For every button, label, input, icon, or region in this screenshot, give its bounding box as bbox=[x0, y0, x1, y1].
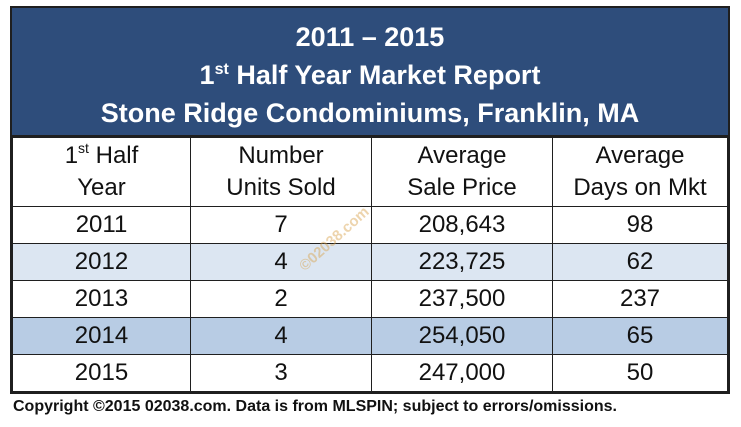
cell-days: 237 bbox=[552, 280, 728, 318]
header-sale-price: Average Sale Price bbox=[371, 137, 553, 207]
cell-price: 208,643 bbox=[371, 206, 553, 244]
cell-units: 4 bbox=[190, 317, 372, 355]
table-row: 2014 4 254,050 65 bbox=[12, 317, 728, 355]
header-title: 1st Half Year Market Report bbox=[12, 56, 728, 94]
cell-units: 3 bbox=[190, 354, 372, 392]
cell-days: 98 bbox=[552, 206, 728, 244]
header-years: 2011 – 2015 bbox=[295, 22, 445, 52]
half-year-sup: st bbox=[78, 140, 89, 156]
days-line1: Average bbox=[595, 142, 685, 169]
header-title-sup: st bbox=[214, 61, 229, 78]
table-row: 2015 3 247,000 50 bbox=[12, 354, 728, 392]
cell-days: 50 bbox=[552, 354, 728, 392]
table-row: 2011 7 208,643 98 bbox=[12, 206, 728, 244]
cell-price: 254,050 bbox=[371, 317, 553, 355]
market-table: 1st Half Year Number Units Sold Average Sal… bbox=[12, 137, 728, 392]
header-title-num: 1 bbox=[199, 60, 215, 90]
cell-year: 2015 bbox=[12, 354, 191, 392]
cell-days: 65 bbox=[552, 317, 728, 355]
cell-units: 4 bbox=[190, 243, 372, 281]
cell-units: 2 bbox=[190, 280, 372, 318]
header-location: Stone Ridge Condominiums, Franklin, MA bbox=[100, 98, 640, 128]
cell-price: 247,000 bbox=[371, 354, 553, 392]
table-header-row: 1st Half Year Number Units Sold Average Sal… bbox=[12, 137, 728, 207]
table-row: 2012 4 223,725 62 bbox=[12, 243, 728, 281]
cell-days: 62 bbox=[552, 243, 728, 281]
cell-year: 2012 bbox=[12, 243, 191, 281]
price-line2: Sale Price bbox=[407, 174, 517, 201]
cell-year: 2013 bbox=[12, 280, 191, 318]
price-line1: Average bbox=[417, 142, 507, 169]
cell-price: 223,725 bbox=[371, 243, 553, 281]
half-year-line2: Year bbox=[77, 174, 126, 201]
report-header: 2011 – 2015 1st Half Year Market Report … bbox=[12, 8, 728, 137]
market-report: 2011 – 2015 1st Half Year Market Report … bbox=[10, 6, 730, 394]
days-line2: Days on Mkt bbox=[573, 174, 707, 201]
cell-price: 237,500 bbox=[371, 280, 553, 318]
units-line2: Units Sold bbox=[226, 174, 336, 201]
header-days-on-mkt: Average Days on Mkt bbox=[552, 137, 728, 207]
half-year-num: 1 bbox=[64, 142, 79, 169]
cell-year: 2011 bbox=[12, 206, 191, 244]
units-line1: Number bbox=[238, 142, 324, 169]
header-title-text: Half Year Market Report bbox=[228, 60, 541, 90]
header-half-year: 1st Half Year bbox=[12, 137, 191, 207]
copyright-footer: Copyright ©2015 02038.com. Data is from … bbox=[13, 398, 617, 415]
cell-units: 7 bbox=[190, 206, 372, 244]
half-year-text: Half bbox=[88, 142, 139, 169]
header-units-sold: Number Units Sold bbox=[190, 137, 372, 207]
table-row: 2013 2 237,500 237 bbox=[12, 280, 728, 318]
cell-year: 2014 bbox=[12, 317, 191, 355]
